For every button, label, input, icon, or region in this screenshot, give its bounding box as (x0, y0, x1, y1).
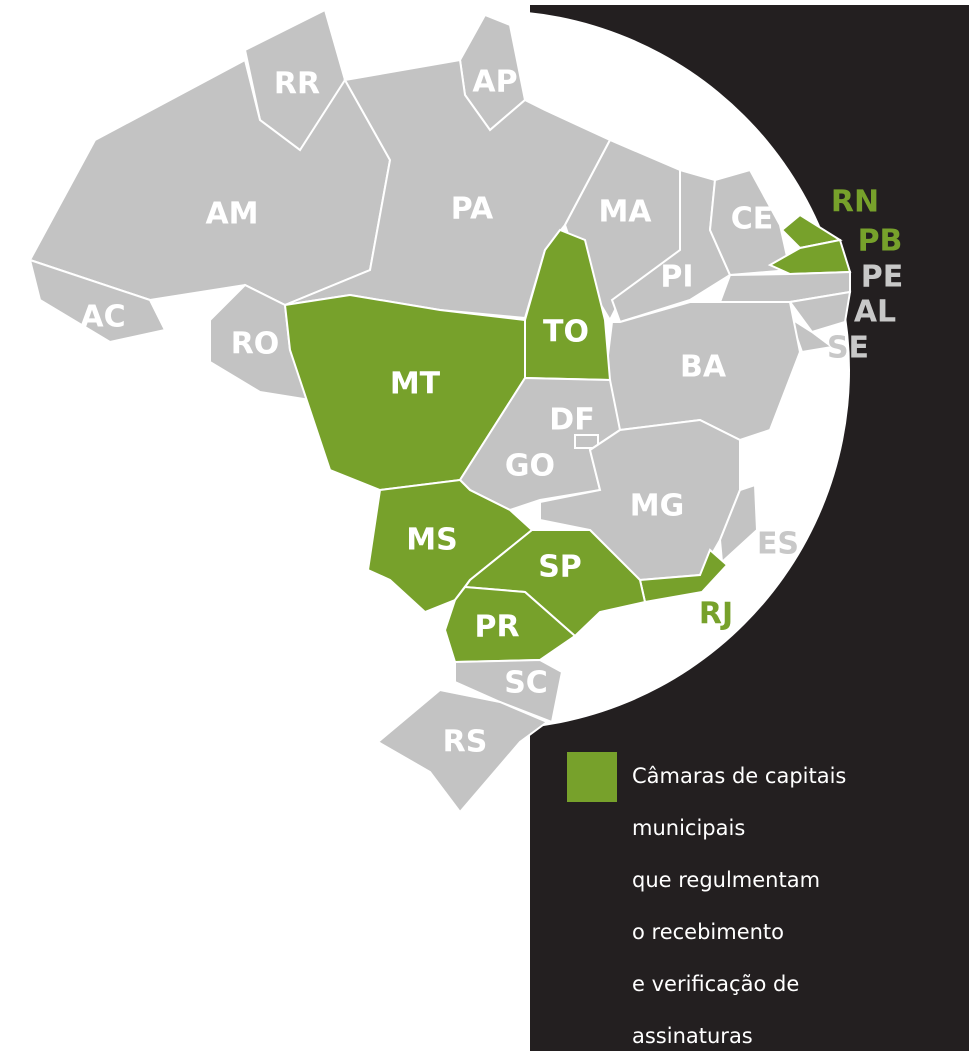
state-shape (718, 483, 759, 565)
state-label: MG (630, 489, 684, 524)
state-label: GO (505, 449, 555, 484)
state-label: RN (831, 185, 879, 220)
state-label: AM (205, 197, 258, 232)
state-shape (454, 658, 564, 724)
state-label: DF (549, 403, 594, 438)
state-shape (443, 585, 577, 664)
state-label: PA (451, 192, 494, 227)
state-label: RS (443, 725, 488, 760)
legend-text: que regulmentam (632, 868, 820, 892)
state-label: BA (680, 350, 727, 385)
state-label: SC (504, 666, 548, 701)
legend-swatch (567, 752, 617, 802)
state-label: SE (827, 331, 869, 366)
legend: Câmaras de capitais municipais que regulme… (567, 752, 846, 1048)
state-shape (28, 258, 167, 344)
state-label: MA (598, 195, 652, 230)
state-label: PI (660, 260, 693, 295)
state-label: PB (858, 224, 903, 259)
state-label: RJ (699, 597, 733, 632)
state-label: PR (474, 610, 519, 645)
legend-text: municipais (632, 816, 745, 840)
state-label: RR (274, 67, 320, 102)
legend-text: Câmaras de capitais (632, 764, 846, 788)
state-label: SP (538, 550, 582, 585)
state-label: MS (406, 523, 457, 558)
state-label: AP (472, 65, 517, 100)
state-label: CE (731, 202, 774, 237)
state-label: TO (543, 315, 589, 350)
legend-text: o recebimento (632, 920, 784, 944)
state-label: PE (861, 260, 903, 295)
legend-text: assinaturas (632, 1024, 753, 1048)
state-label: AL (854, 295, 896, 330)
state-shape (767, 238, 852, 276)
legend-text: e verificação de (632, 972, 799, 996)
state-shape (788, 290, 852, 334)
state-label: MT (390, 367, 441, 402)
state-shape (376, 688, 549, 814)
state-label: AC (80, 300, 125, 335)
state-label: ES (757, 527, 799, 562)
state-label: RO (231, 327, 280, 362)
